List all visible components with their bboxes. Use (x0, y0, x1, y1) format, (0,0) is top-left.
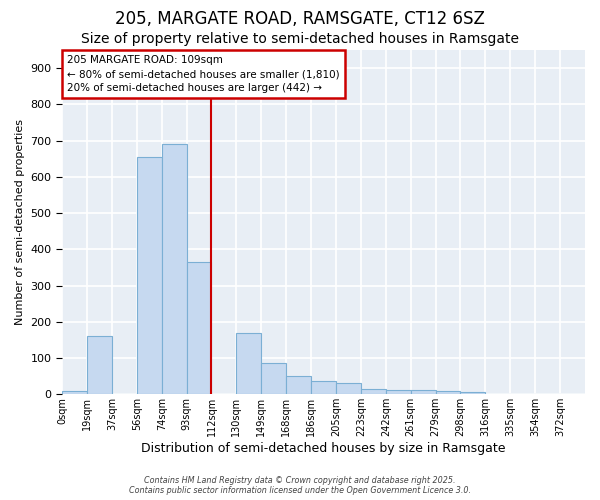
Text: 205 MARGATE ROAD: 109sqm
← 80% of semi-detached houses are smaller (1,810)
20% o: 205 MARGATE ROAD: 109sqm ← 80% of semi-d… (67, 55, 340, 93)
Bar (361, 389, 386, 394)
Bar (137, 157, 161, 394)
Bar (336, 382, 361, 394)
Bar (261, 364, 286, 394)
Text: Size of property relative to semi-detached houses in Ramsgate: Size of property relative to semi-detach… (81, 32, 519, 46)
Bar (286, 376, 311, 394)
Y-axis label: Number of semi-detached properties: Number of semi-detached properties (15, 119, 25, 325)
X-axis label: Distribution of semi-detached houses by size in Ramsgate: Distribution of semi-detached houses by … (141, 442, 506, 455)
Text: Contains HM Land Registry data © Crown copyright and database right 2025.
Contai: Contains HM Land Registry data © Crown c… (129, 476, 471, 495)
Bar (236, 332, 261, 394)
Bar (460, 392, 485, 394)
Bar (311, 380, 336, 394)
Bar (386, 390, 410, 394)
Bar (62, 392, 87, 394)
Bar (410, 390, 436, 394)
Text: 205, MARGATE ROAD, RAMSGATE, CT12 6SZ: 205, MARGATE ROAD, RAMSGATE, CT12 6SZ (115, 10, 485, 28)
Bar (436, 390, 460, 394)
Bar (161, 144, 187, 395)
Bar (187, 262, 211, 394)
Bar (87, 336, 112, 394)
